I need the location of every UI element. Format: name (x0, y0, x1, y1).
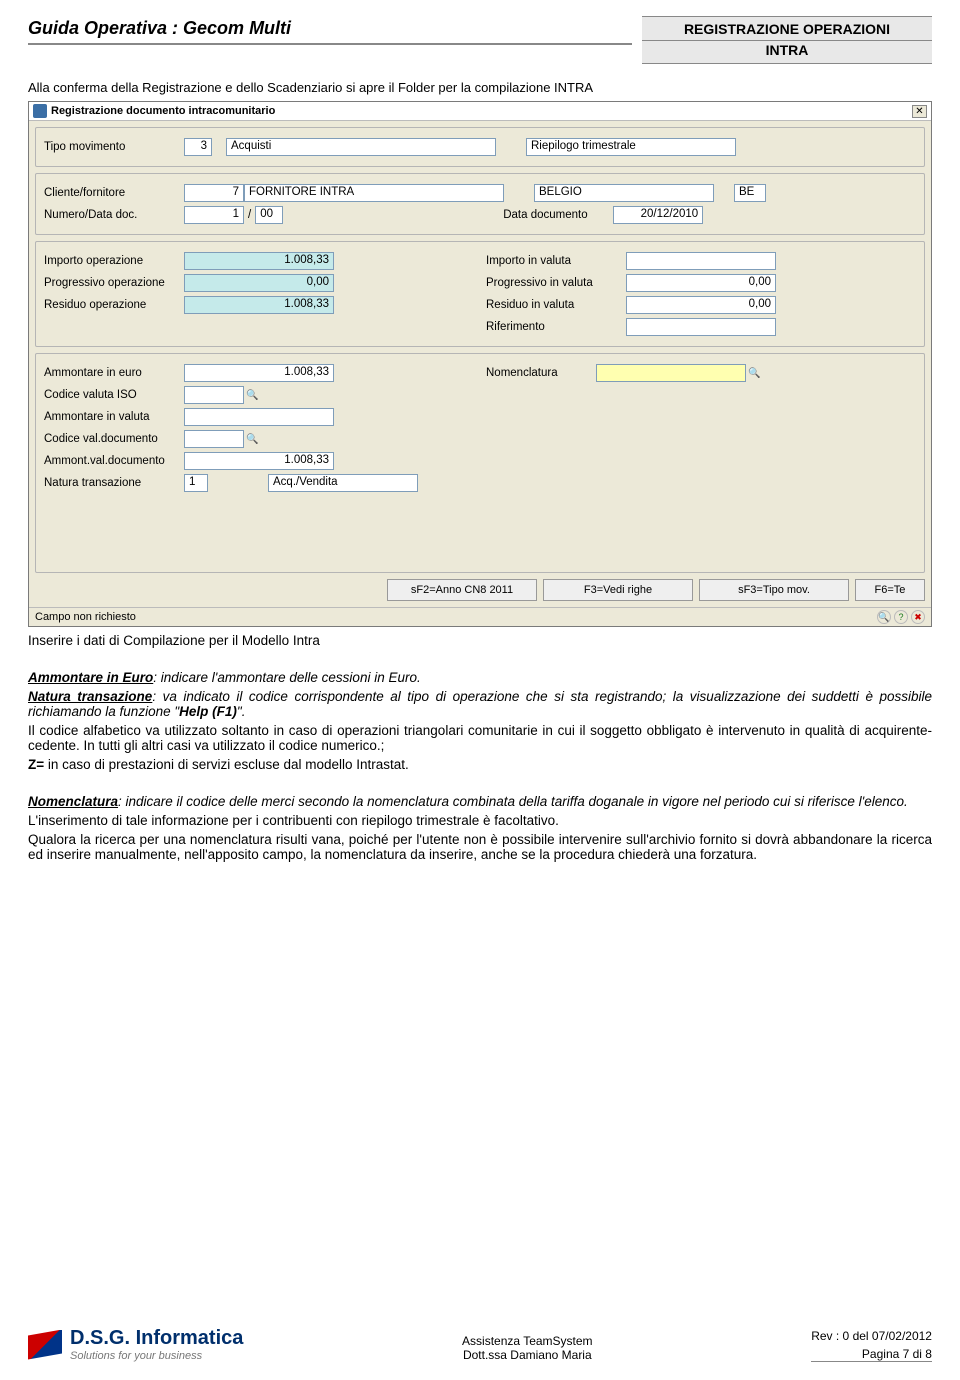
natura-transazione-label: Natura transazione (44, 477, 184, 489)
ammontare-valuta-field[interactable] (184, 408, 334, 426)
company-tagline: Solutions for your business (70, 1350, 243, 1362)
footer-center: Assistenza TeamSystem Dott.ssa Damiano M… (462, 1334, 593, 1362)
data-documento-label: Data documento (503, 209, 613, 221)
cliente-code[interactable]: 7 (184, 184, 244, 202)
ammont-val-doc-field[interactable]: 1.008,33 (184, 452, 334, 470)
window-titlebar: Registrazione documento intracomunitario… (29, 102, 931, 121)
trimestrale-text: L'inserimento di tale informazione per i… (28, 813, 932, 828)
alpha-code-text: Il codice alfabetico va utilizzato solta… (28, 723, 932, 753)
importo-operazione-field: 1.008,33 (184, 252, 334, 270)
revision-label: Rev : 0 del 07/02/2012 (811, 1329, 932, 1343)
footer-right: Rev : 0 del 07/02/2012 Pagina 7 di 8 (811, 1329, 932, 1362)
registration-badge-l1: REGISTRAZIONE OPERAZIONI (642, 20, 932, 40)
residuo-valuta-field: 0,00 (626, 296, 776, 314)
panel-importi: Importo operazione1.008,33 Progressivo o… (35, 241, 925, 347)
author-name: Dott.ssa Damiano Maria (462, 1348, 593, 1362)
registration-badge-l2: INTRA (642, 40, 932, 61)
nomenclatura-term: Nomenclatura (28, 794, 118, 809)
paese-code-field: BE (734, 184, 766, 202)
residuo-operazione-label: Residuo operazione (44, 299, 184, 311)
numero-anno-field[interactable]: 00 (255, 206, 283, 224)
residuo-valuta-label: Residuo in valuta (486, 299, 626, 311)
natura-transazione-term: Natura transazione (28, 689, 152, 704)
paese-field: BELGIO (534, 184, 714, 202)
registration-badge: REGISTRAZIONE OPERAZIONI INTRA (642, 16, 932, 64)
progressivo-valuta-label: Progressivo in valuta (486, 277, 626, 289)
search-icon[interactable]: 🔍 (877, 610, 891, 624)
ammont-val-doc-label: Ammont.val.documento (44, 455, 184, 467)
ammontare-euro-label: Ammontare in euro (44, 367, 184, 379)
company-logo: D.S.G. Informatica Solutions for your bu… (28, 1327, 243, 1362)
numero-doc-field[interactable]: 1 (184, 206, 244, 224)
cliente-fornitore-label: Cliente/fornitore (44, 187, 184, 199)
importo-valuta-label: Importo in valuta (486, 255, 626, 267)
intro-text: Alla conferma della Registrazione e dell… (28, 80, 932, 95)
page-number: Pagina 7 di 8 (811, 1345, 932, 1362)
body-text: Ammontare in Euro: indicare l'ammontare … (28, 670, 932, 862)
panel-tipo-movimento: Tipo movimento 3 Acquisti Riepilogo trim… (35, 127, 925, 167)
after-window-text: Inserire i dati di Compilazione per il M… (28, 633, 932, 648)
lookup-icon[interactable]: 🔍 (748, 368, 760, 379)
riferimento-label: Riferimento (486, 321, 626, 333)
ammontare-euro-field[interactable]: 1.008,33 (184, 364, 334, 382)
numero-data-label: Numero/Data doc. (44, 209, 184, 221)
fn-f3-button[interactable]: F3=Vedi righe (543, 579, 693, 601)
assistance-label: Assistenza TeamSystem (462, 1334, 593, 1348)
riepilogo-field: Riepilogo trimestrale (526, 138, 736, 156)
ammontare-valuta-label: Ammontare in valuta (44, 411, 184, 423)
cancel-icon[interactable]: ✖ (911, 610, 925, 624)
z-text: in caso di prestazioni di servizi esclus… (44, 757, 409, 772)
fn-sf2-button[interactable]: sF2=Anno CN8 2011 (387, 579, 537, 601)
importo-operazione-label: Importo operazione (44, 255, 184, 267)
panel-dettaglio: Ammontare in euro1.008,33 Codice valuta … (35, 353, 925, 573)
natura-transazione-text: : va indicato il codice corrispondente a… (28, 689, 932, 719)
codice-valuta-iso-label: Codice valuta ISO (44, 389, 184, 401)
natura-transazione-text-end: ". (237, 704, 246, 719)
ammontare-euro-text: : indicare l'ammontare delle cessioni in… (153, 670, 420, 685)
page-footer: D.S.G. Informatica Solutions for your bu… (28, 1327, 932, 1362)
data-documento-field[interactable]: 20/12/2010 (613, 206, 703, 224)
codice-valuta-iso-field[interactable] (184, 386, 244, 404)
app-icon (33, 104, 47, 118)
help-icon[interactable]: ? (894, 610, 908, 624)
z-term: Z= (28, 757, 44, 772)
tipo-movimento-label: Tipo movimento (44, 141, 184, 153)
progressivo-operazione-field: 0,00 (184, 274, 334, 292)
doc-title: Guida Operativa : Gecom Multi (28, 18, 632, 45)
importo-valuta-field (626, 252, 776, 270)
ammontare-euro-term: Ammontare in Euro (28, 670, 153, 685)
panel-cliente: Cliente/fornitore 7 FORNITORE INTRA BELG… (35, 173, 925, 235)
progressivo-valuta-field: 0,00 (626, 274, 776, 292)
residuo-operazione-field: 1.008,33 (184, 296, 334, 314)
function-key-bar: sF2=Anno CN8 2011 F3=Vedi righe sF3=Tipo… (35, 579, 925, 601)
tipo-movimento-desc: Acquisti (226, 138, 496, 156)
nomenclatura-text: : indicare il codice delle merci secondo… (118, 794, 908, 809)
numero-sep: / (244, 209, 255, 221)
app-window: Registrazione documento intracomunitario… (28, 101, 932, 627)
help-f1-term: Help (F1) (179, 704, 237, 719)
logo-mark-icon (28, 1330, 62, 1360)
progressivo-operazione-label: Progressivo operazione (44, 277, 184, 289)
cliente-desc: FORNITORE INTRA (244, 184, 504, 202)
status-bar: Campo non richiesto 🔍 ? ✖ (29, 607, 931, 626)
natura-transazione-code[interactable]: 1 (184, 474, 208, 492)
window-title: Registrazione documento intracomunitario (51, 105, 912, 117)
nomenclatura-label: Nomenclatura (486, 367, 596, 379)
nomenclatura-field[interactable] (596, 364, 746, 382)
lookup-icon[interactable]: 🔍 (246, 390, 258, 401)
status-text: Campo non richiesto (35, 611, 136, 623)
fn-f6-button[interactable]: F6=Te (855, 579, 925, 601)
tipo-movimento-code[interactable]: 3 (184, 138, 212, 156)
natura-transazione-desc: Acq./Vendita (268, 474, 418, 492)
codice-val-doc-label: Codice val.documento (44, 433, 184, 445)
fn-sf3-button[interactable]: sF3=Tipo mov. (699, 579, 849, 601)
codice-val-doc-field[interactable] (184, 430, 244, 448)
ricerca-vana-text: Qualora la ricerca per una nomenclatura … (28, 832, 932, 862)
company-name: D.S.G. Informatica (70, 1327, 243, 1350)
lookup-icon[interactable]: 🔍 (246, 434, 258, 445)
riferimento-field[interactable] (626, 318, 776, 336)
close-icon[interactable]: ✕ (912, 105, 927, 118)
